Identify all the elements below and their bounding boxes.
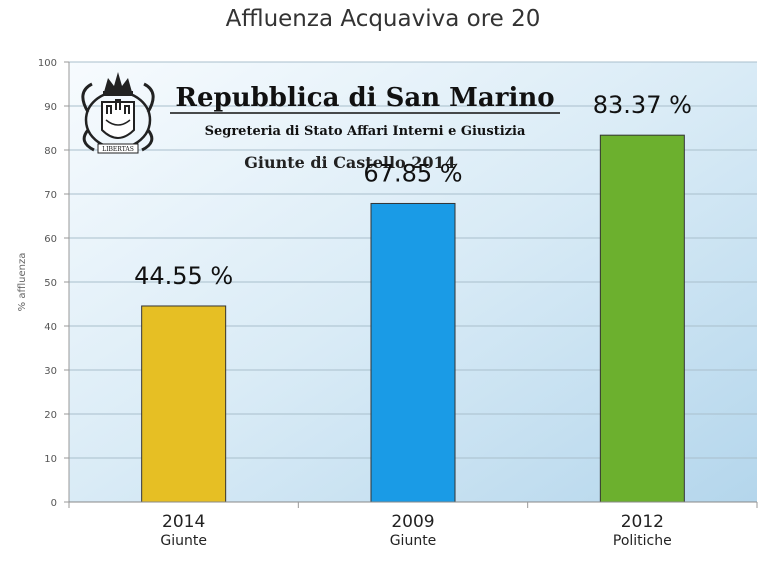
y-tick-label: 10	[44, 454, 57, 465]
y-tick-label: 60	[44, 234, 57, 245]
data-labels: 44.55 % 67.85 % 83.37 %	[134, 91, 692, 290]
san-marino-seal-icon: LIBERTAS	[81, 72, 155, 154]
x-tick-label-2014: 2014	[162, 512, 205, 532]
data-label-2014: 44.55 %	[134, 262, 233, 290]
y-tick-label: 90	[44, 102, 57, 113]
y-tick-label: 20	[44, 410, 57, 421]
seal-text: LIBERTAS	[102, 146, 134, 153]
x-tick-label-2009: 2009	[391, 512, 434, 532]
banner-subtitle: Segreteria di Stato Affari Interni e Giu…	[205, 124, 526, 139]
banner-subtitle2: Giunte di Castello 2014	[244, 153, 456, 172]
y-tick-label: 30	[44, 366, 57, 377]
y-tick-label: 0	[51, 498, 57, 509]
bar-2012	[599, 134, 685, 503]
chart-title: Affluenza Acquaviva ore 20	[225, 6, 541, 32]
data-label-2009: 67.85 %	[363, 159, 462, 187]
x-tick-sublabel-2014: Giunte	[160, 533, 207, 549]
x-tick-sublabel-2009: Giunte	[390, 533, 437, 549]
banner: LIBERTAS Repubblica di San Marino Segret…	[81, 72, 560, 172]
y-tick-label: 40	[44, 322, 57, 333]
bars	[141, 134, 685, 503]
y-axis-label: % affluenza	[17, 253, 28, 312]
banner-title: Repubblica di San Marino	[175, 83, 554, 113]
x-tick-sublabel-2012: Politiche	[613, 533, 672, 549]
y-tick-label: 70	[44, 190, 57, 201]
x-tick-label-2012: 2012	[621, 512, 664, 532]
y-tick-label: 80	[44, 146, 57, 157]
data-label-2012: 83.37 %	[593, 91, 692, 119]
axes: % affluenza 01020304050607080901002014Gi…	[17, 58, 758, 549]
y-tick-label: 50	[44, 278, 57, 289]
bar-2009	[370, 202, 456, 503]
y-tick-label: 100	[38, 58, 57, 69]
bar-2014	[141, 305, 227, 503]
